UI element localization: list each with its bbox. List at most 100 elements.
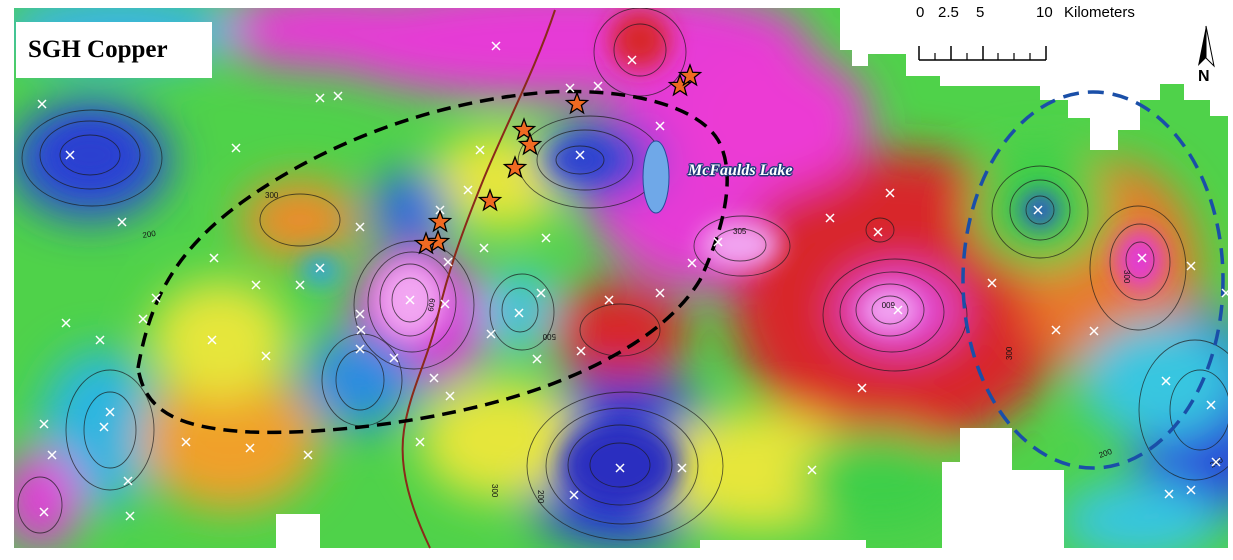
sample-point-icon: [463, 185, 473, 195]
scale-bar-graphic: [918, 46, 1047, 61]
sample-point-icon: [905, 548, 915, 558]
sample-point-icon: [37, 99, 47, 109]
sample-point-icon: [47, 450, 57, 460]
sample-point-icon: [315, 263, 325, 273]
sample-point-icon: [627, 55, 637, 65]
sample-point-icon: [1137, 253, 1147, 263]
anomaly-outline-blue: [961, 90, 1225, 470]
mineral-showing-star-icon: [427, 209, 453, 233]
contour-lines: [17, 8, 1228, 541]
sample-point-icon: [655, 288, 665, 298]
sample-point-icon: [873, 227, 883, 237]
sample-point-icon: [261, 351, 271, 361]
sample-point-icon: [491, 41, 501, 51]
scale-tick-2-5: 2.5: [938, 4, 959, 21]
map-title: SGH Copper: [28, 36, 168, 63]
sample-point-icon: [1206, 400, 1216, 410]
sample-point-icon: [138, 314, 148, 324]
mineral-showings: [413, 63, 703, 255]
sample-point-icon: [486, 329, 496, 339]
sample-point-icon: [429, 373, 439, 383]
scale-unit: Kilometers: [1064, 4, 1135, 21]
contour-label: 300: [490, 484, 499, 498]
sample-point-icon: [415, 437, 425, 447]
sample-point-icon: [615, 463, 625, 473]
sample-point-icon: [1053, 551, 1063, 560]
sample-point-icon: [245, 443, 255, 453]
sample-point-icon: [95, 335, 105, 345]
sample-point-icon: [565, 83, 575, 93]
sample-point-icon: [569, 490, 579, 500]
sample-point-icon: [315, 93, 325, 103]
sample-point-icon: [209, 253, 219, 263]
contour-label: 300: [1122, 270, 1131, 284]
sample-point-icon: [475, 145, 485, 155]
sample-point-icon: [1221, 288, 1231, 298]
sample-point-icon: [857, 383, 867, 393]
sample-point-icon: [445, 391, 455, 401]
sample-point-icon: [117, 217, 127, 227]
sample-point-icon: [576, 346, 586, 356]
sample-point-icon: [1161, 376, 1171, 386]
sample-point-icon: [181, 437, 191, 447]
north-arrow-icon: [1198, 25, 1215, 68]
sample-point-icon: [541, 233, 551, 243]
sample-point-icon: [405, 295, 415, 305]
contour-label: 500: [542, 332, 556, 341]
sample-point-icon: [443, 257, 453, 267]
sample-point-icon: [893, 305, 903, 315]
sample-point-icon: [593, 81, 603, 91]
sample-point-icon: [532, 354, 542, 364]
sample-point-icon: [885, 188, 895, 198]
sample-point-icon: [61, 318, 71, 328]
lake-label: McFaulds Lake: [688, 162, 793, 179]
sample-point-icon: [713, 237, 723, 247]
contour-label: 609: [426, 297, 437, 312]
sample-point-icon: [440, 299, 450, 309]
fault-line: [401, 9, 556, 549]
mineral-showing-star-icon: [517, 132, 543, 156]
mineral-showing-star-icon: [477, 188, 503, 212]
sample-point-icon: [1089, 326, 1099, 336]
contour-label: 300: [1005, 346, 1014, 360]
sample-point-icon: [987, 278, 997, 288]
contour-label: 200: [142, 229, 157, 240]
mineral-showing-star-icon: [425, 229, 451, 253]
sample-point-icon: [655, 121, 665, 131]
sample-point-icon: [125, 511, 135, 521]
sample-point-icon: [687, 258, 697, 268]
sample-point-icon: [231, 143, 241, 153]
sample-point-icon: [295, 280, 305, 290]
sample-point-icon: [356, 325, 366, 335]
sample-point-icon: [355, 344, 365, 354]
sample-point-icon: [151, 293, 161, 303]
sample-point-icon: [1186, 485, 1196, 495]
sample-point-icon: [207, 335, 217, 345]
sample-point-icon: [479, 243, 489, 253]
sample-point-icon: [514, 308, 524, 318]
mineral-showing-star-icon: [564, 91, 590, 115]
sample-point-icon: [677, 463, 687, 473]
mineral-showing-star-icon: [677, 63, 703, 87]
sample-point-icon: [1186, 261, 1196, 271]
north-letter: N: [1198, 68, 1210, 85]
sample-point-icon: [251, 280, 261, 290]
sample-point-icon: [39, 419, 49, 429]
sample-point-icon: [807, 465, 817, 475]
mcfaulds-lake-shape: [642, 140, 670, 214]
contour-label: 200: [1098, 447, 1114, 460]
contour-label: 200: [536, 490, 545, 504]
sample-point-icon: [935, 548, 945, 558]
contour-label: 300: [265, 191, 279, 200]
contour-label: 305: [733, 227, 747, 236]
sample-point-icon: [389, 353, 399, 363]
anomaly-outline-black: [136, 89, 729, 435]
scale-tick-0: 0: [916, 4, 925, 21]
sample-point-icon: [1033, 205, 1043, 215]
sample-point-icon: [575, 150, 585, 160]
sample-point-icon: [39, 507, 49, 517]
mineral-showing-star-icon: [413, 231, 439, 255]
